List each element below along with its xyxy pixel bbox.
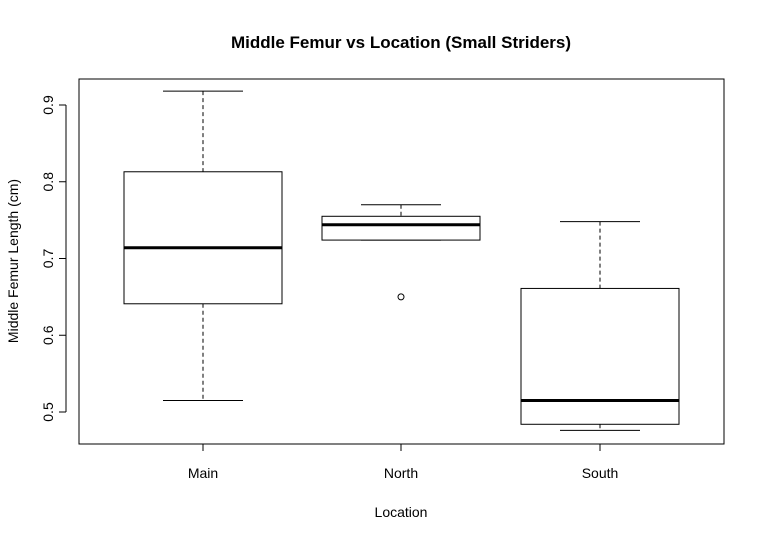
box-north: [321, 204, 481, 301]
x-tick-label: Main: [188, 465, 218, 481]
y-tick-label: 0.9: [40, 95, 56, 115]
y-tick-label: 0.8: [40, 172, 56, 192]
y-tick-label: 0.6: [40, 325, 56, 345]
chart-title: Middle Femur vs Location (Small Striders…: [231, 33, 571, 52]
iqr-box: [321, 215, 481, 241]
x-tick-label: North: [384, 465, 418, 481]
y-tick-label: 0.7: [40, 249, 56, 269]
x-axis: Main North South: [188, 443, 619, 481]
y-axis-label: Middle Femur Length (cm): [5, 179, 21, 343]
y-axis: 0.5 0.6 0.7 0.8 0.9: [40, 95, 67, 422]
outlier-point: [397, 293, 405, 301]
box-south: [520, 221, 680, 431]
x-tick-label: South: [582, 465, 619, 481]
box-main: [123, 90, 283, 401]
iqr-box: [520, 287, 680, 425]
x-axis-label: Location: [375, 504, 428, 520]
boxes-group: [123, 90, 680, 431]
y-tick-label: 0.5: [40, 402, 56, 422]
iqr-box: [123, 171, 283, 305]
